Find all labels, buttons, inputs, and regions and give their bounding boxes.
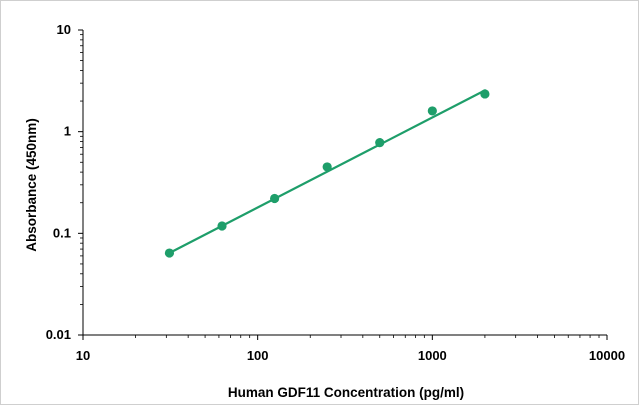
y-tick-label: 0.1 [53, 225, 71, 240]
fit-line-group [168, 89, 487, 255]
data-point [427, 106, 437, 116]
tick-labels: 10 100 1000 10000 10 1 0.1 0.01 [46, 22, 625, 363]
x-axis-title: Human GDF11 Concentration (pg/ml) [228, 385, 464, 400]
data-point [480, 89, 490, 99]
data-point [322, 162, 332, 172]
x-tick-label: 1000 [418, 348, 447, 363]
y-tick-label: 0.01 [46, 327, 71, 342]
x-tick-label: 10000 [589, 348, 625, 363]
y-tick-label: 1 [64, 124, 71, 139]
y-tick-label: 10 [57, 22, 71, 37]
data-point [164, 248, 175, 258]
fit-line [168, 89, 487, 255]
axes [78, 29, 608, 340]
data-points [164, 89, 490, 258]
x-tick-label: 100 [247, 348, 269, 363]
data-point [269, 193, 280, 204]
data-point [375, 138, 385, 148]
x-tick-label: 10 [76, 348, 90, 363]
data-point [217, 221, 227, 231]
y-axis-title: Absorbance (450nm) [24, 118, 39, 252]
